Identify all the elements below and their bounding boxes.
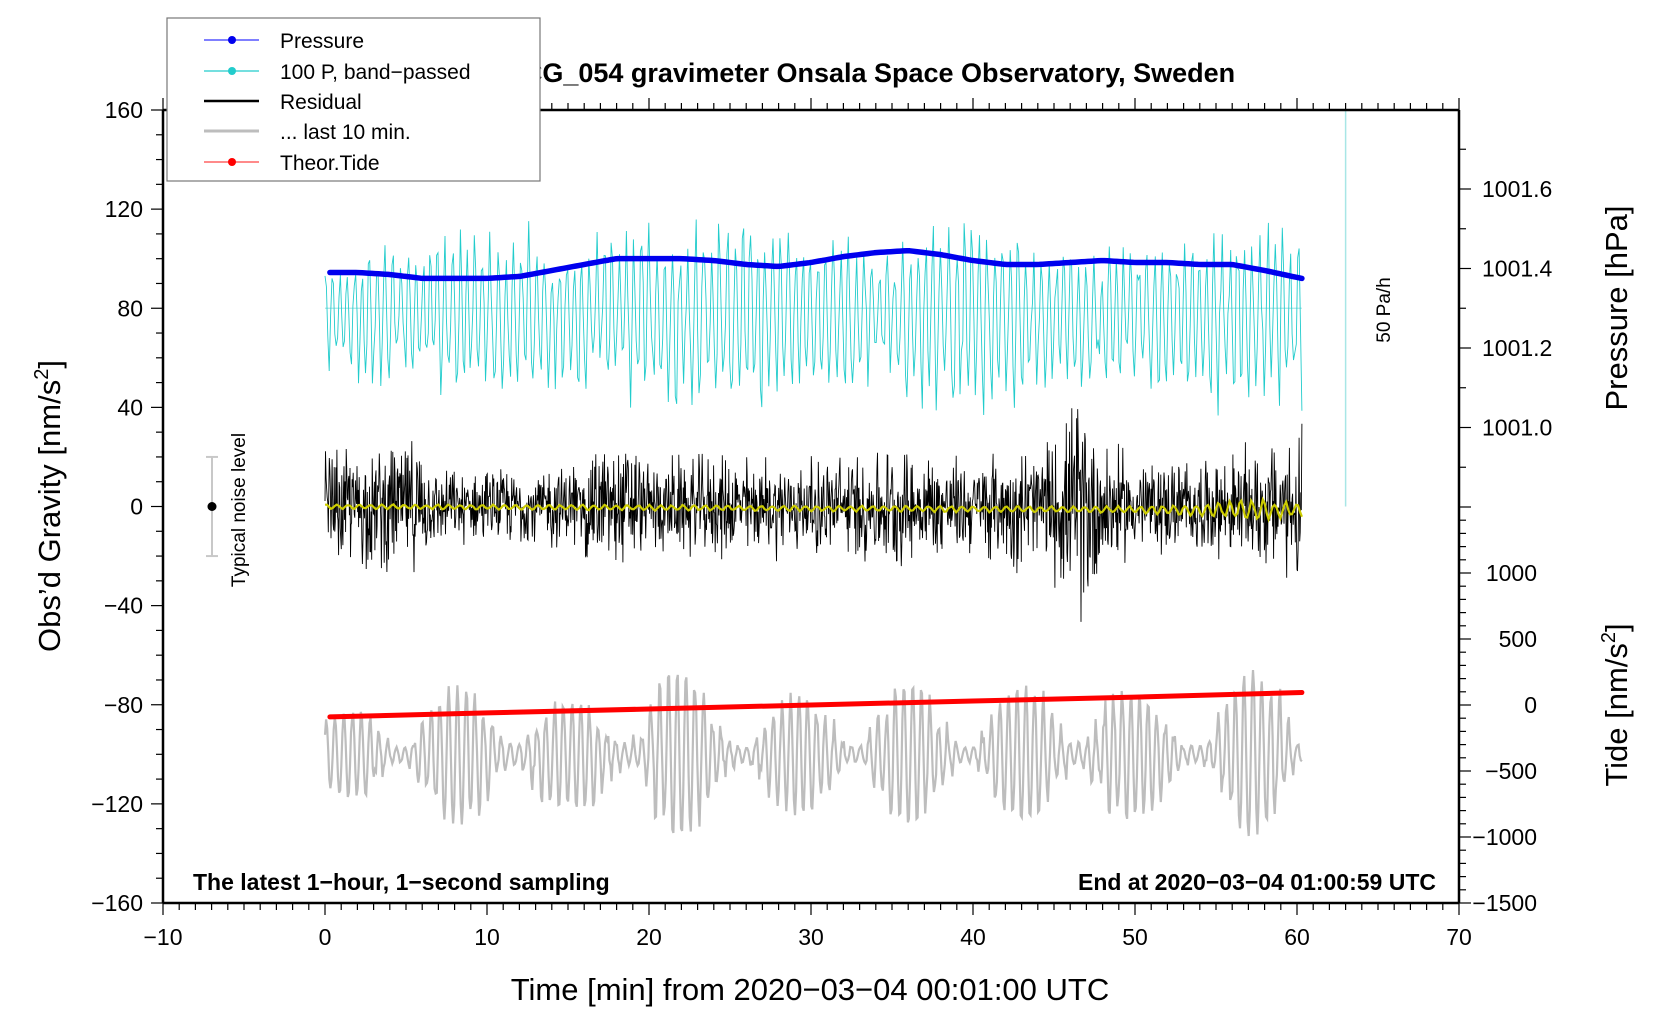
tide-tick-label: 1000 [1486, 560, 1537, 586]
legend-box [166, 17, 541, 182]
x-tick-label: 40 [960, 924, 986, 950]
y-tick-label: 160 [105, 97, 143, 123]
y-tick-label: 120 [105, 196, 143, 222]
legend-label-pressure: Pressure [280, 30, 364, 53]
y-tick-label: −160 [91, 890, 143, 916]
y-tick-label: −40 [104, 593, 143, 619]
y-tick-label: −120 [91, 791, 143, 817]
chart-title: SCG_054 gravimeter Onsala Space Observat… [505, 58, 1235, 88]
x-axis-title: Time [min] from 2020−03−04 00:01:00 UTC [511, 972, 1110, 1007]
legend: Pressure 100 P, band−passed Residual ...… [166, 17, 541, 182]
pressure-tick-label: 1001.4 [1482, 256, 1553, 282]
legend-marker-pressure [228, 36, 236, 44]
tide-tick-label: 0 [1524, 692, 1537, 718]
legend-item-residual: Residual [204, 91, 362, 114]
x-tick-label: 60 [1284, 924, 1310, 950]
y-axis-title-left-main: Obs’d Gravity [nm/s [32, 380, 67, 652]
x-tick-label: 30 [798, 924, 824, 950]
y-axis-title-tide: Tide [nm/s2] [1598, 623, 1634, 786]
legend-item-pressure: Pressure [204, 30, 364, 53]
y-axis-title-left-end: ] [32, 360, 67, 369]
pressure-tick-label: 1001.0 [1482, 415, 1552, 441]
series-pressure [327, 247, 1305, 282]
x-tick-label: 50 [1122, 924, 1148, 950]
series-residual-smoothed [325, 496, 1303, 523]
y-tick-label: 0 [130, 494, 143, 520]
legend-label-residual: Residual [280, 91, 362, 114]
series-bandpassed-pressure [324, 219, 1303, 416]
y-axis-title-pressure: Pressure [hPa] [1599, 205, 1634, 410]
tide-tick-label: −1000 [1472, 824, 1537, 850]
legend-marker-bandpassed [228, 67, 236, 75]
rate-bar-label: 50 Pa/h [1374, 277, 1395, 343]
x-tick-label: 0 [319, 924, 332, 950]
y-axis-title-tide-sup: 2 [1598, 632, 1620, 643]
noise-level-label: Typical noise level [229, 433, 250, 587]
legend-marker-tide [228, 158, 236, 166]
x-tick-label: 70 [1446, 924, 1472, 950]
legend-label-tide: Theor.Tide [280, 152, 380, 175]
legend-label-last10: ... last 10 min. [280, 121, 411, 144]
annotation-end-time: End at 2020−03−04 01:00:59 UTC [1078, 869, 1436, 895]
annotation-sampling: The latest 1−hour, 1−second sampling [193, 869, 610, 895]
axes-layer: −10 0 10 20 30 40 50 60 70 −160 −120 −80 −40 0 40 80 120… [91, 97, 1552, 950]
tide-tick-label: −1500 [1472, 890, 1537, 916]
series-residual [324, 408, 1303, 622]
y-tick-label: 80 [117, 295, 143, 321]
series-theoretical-tide [327, 690, 1305, 720]
y-axis-title-tide-main: Tide [nm/s [1599, 643, 1634, 787]
x-tick-label: 10 [474, 924, 500, 950]
x-tick-label: 20 [636, 924, 662, 950]
pressure-tick-label: 1001.6 [1482, 176, 1552, 202]
y-axis-title-left-sup: 2 [31, 369, 53, 380]
y-tick-label: 40 [117, 394, 143, 420]
x-tick-label: −10 [143, 924, 182, 950]
legend-label-bandpassed: 100 P, band−passed [280, 61, 471, 84]
legend-item-tide: Theor.Tide [204, 152, 380, 175]
noise-level-dot [207, 502, 217, 511]
tide-tick-label: −500 [1485, 758, 1537, 784]
pressure-tick-label: 1001.2 [1482, 335, 1552, 361]
y-axis-title-left: Obs’d Gravity [nm/s2] [31, 360, 67, 652]
tide-tick-label: 500 [1499, 626, 1537, 652]
y-tick-label: −80 [104, 692, 143, 718]
legend-item-bandpassed: 100 P, band−passed [204, 61, 471, 84]
plot-data-layer [323, 110, 1347, 837]
y-axis-title-tide-end: ] [1599, 623, 1634, 632]
legend-item-last10: ... last 10 min. [204, 121, 411, 144]
